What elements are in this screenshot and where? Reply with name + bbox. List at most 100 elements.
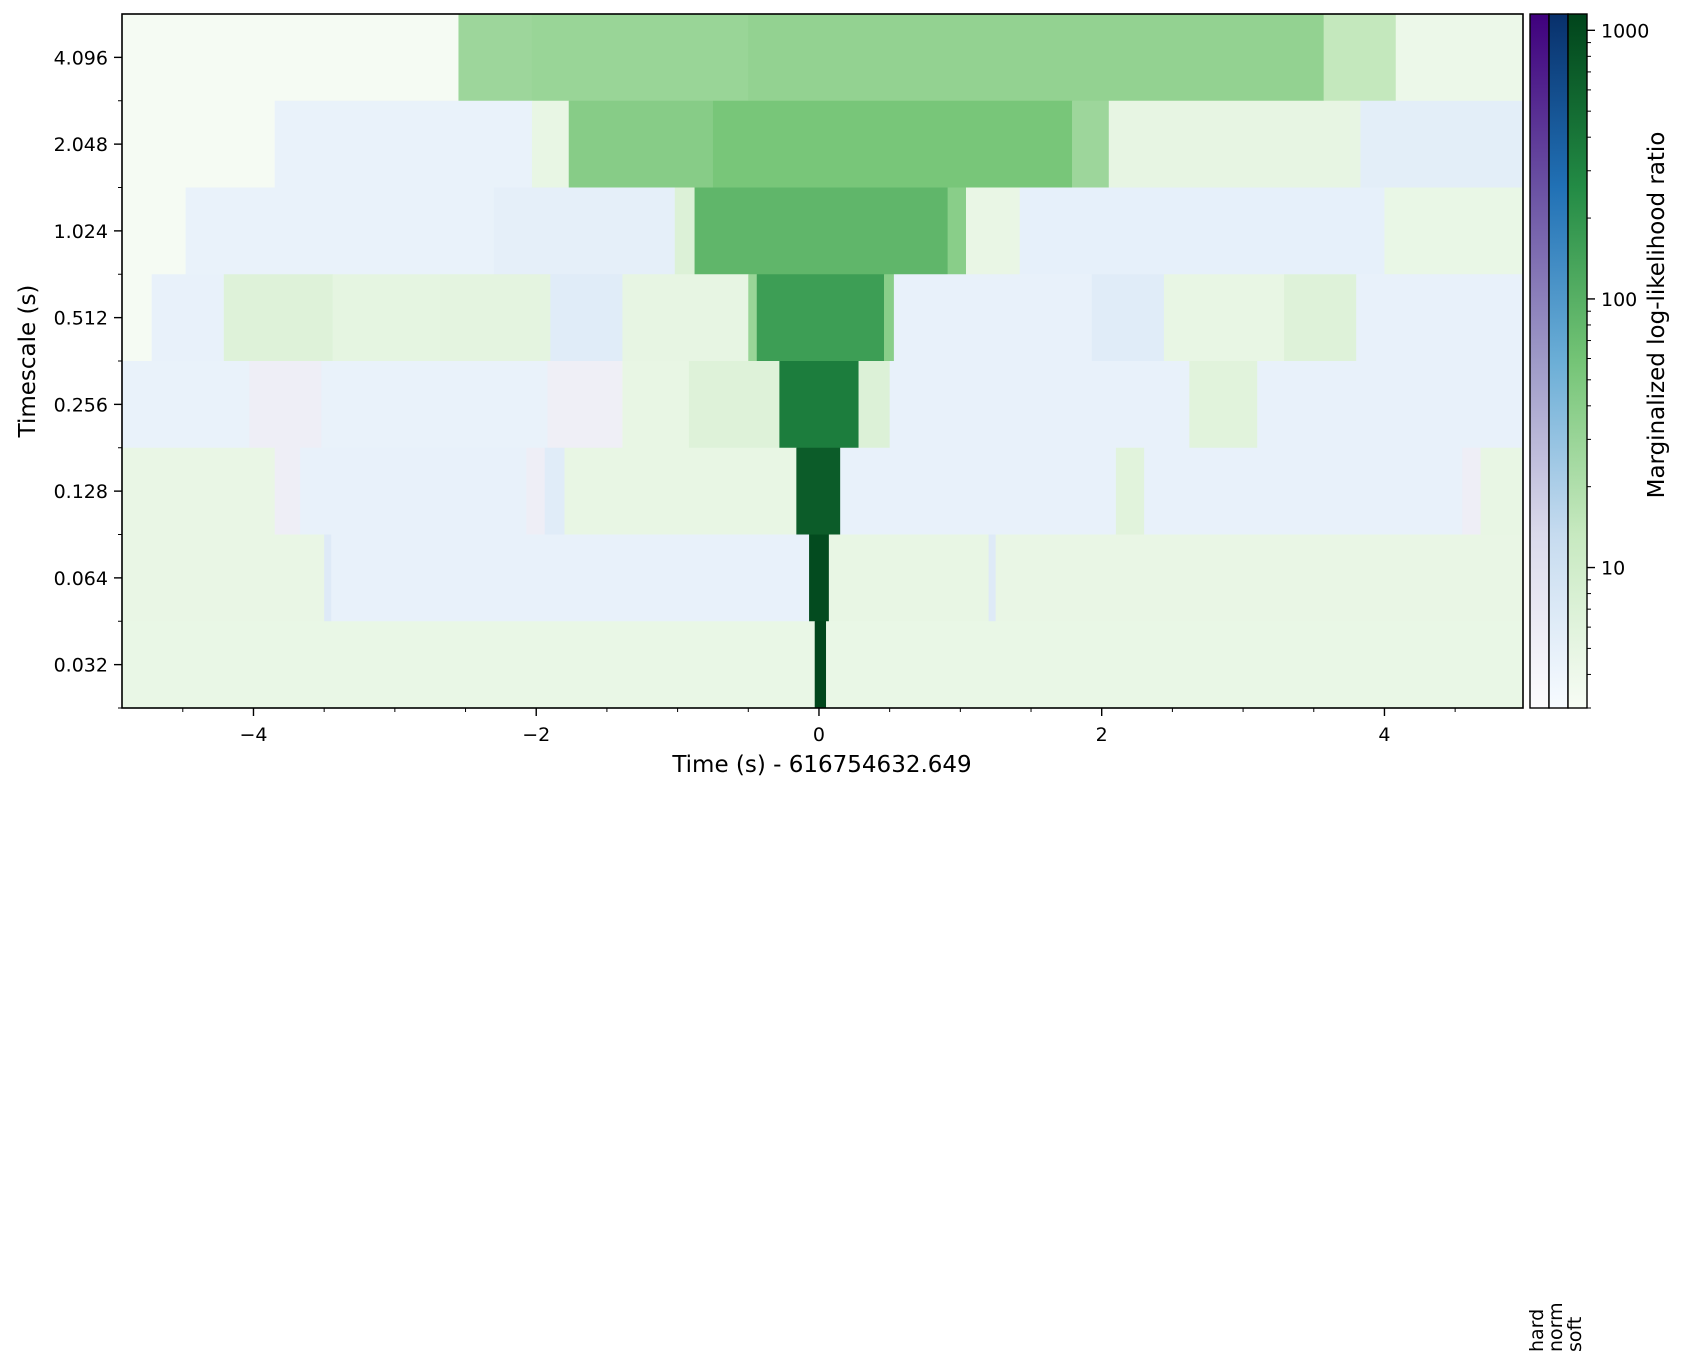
heatmap-cell xyxy=(526,447,546,535)
heatmap-cell xyxy=(1384,187,1524,275)
y-tick-label: 0.064 xyxy=(54,568,108,590)
heatmap-cell xyxy=(1144,447,1463,535)
y-tick-label: 0.512 xyxy=(54,308,108,330)
x-tick-label: −4 xyxy=(239,724,267,746)
heatmap-cell xyxy=(1115,447,1145,535)
colorbar-soft xyxy=(1568,14,1587,708)
heatmap-cell xyxy=(988,534,997,622)
heatmap-cell xyxy=(332,274,441,362)
y-tick-label: 4.096 xyxy=(54,47,108,69)
heatmap-cell xyxy=(249,361,322,449)
heatmap-cell xyxy=(122,187,187,275)
heatmap-cell xyxy=(1108,100,1361,188)
heatmap-cell xyxy=(1284,274,1357,362)
colorbar-tick-label: 1000 xyxy=(1601,20,1649,42)
x-tick-label: −2 xyxy=(522,724,550,746)
heatmap-cell xyxy=(756,274,885,362)
colorbar-norm xyxy=(1549,14,1568,708)
x-tick-label: 0 xyxy=(813,724,825,746)
heatmap-cell xyxy=(122,274,153,362)
heatmap-cell xyxy=(274,447,301,535)
heatmap-cell xyxy=(223,274,334,362)
heatmap-cell xyxy=(965,187,1021,275)
heatmap-cell xyxy=(840,447,1117,535)
heatmap-cell xyxy=(122,361,250,449)
colorbar-label: Marginalized log-likelihood ratio xyxy=(1644,132,1670,499)
colorbar-frame xyxy=(1567,13,1588,709)
heatmap-cell xyxy=(688,361,780,449)
heatmap-cell xyxy=(748,14,1325,102)
colorbars xyxy=(1529,13,1588,709)
heatmap-cell xyxy=(531,14,749,102)
heatmap-cell xyxy=(550,274,623,362)
heatmap-cell xyxy=(814,621,827,709)
heatmap-cell xyxy=(694,187,949,275)
heatmap-cell xyxy=(674,187,695,275)
heatmap-cell xyxy=(1019,187,1385,275)
heatmap-cell xyxy=(748,274,758,362)
y-tick-label: 0.032 xyxy=(54,655,108,677)
heatmap-cell xyxy=(122,447,276,535)
heatmap-cell xyxy=(122,100,276,188)
x-tick-label: 4 xyxy=(1378,724,1390,746)
heatmap-cell xyxy=(122,534,325,622)
y-tick-label: 0.256 xyxy=(54,394,108,416)
heatmap-cell xyxy=(324,534,332,622)
heatmap-cell xyxy=(1395,14,1524,102)
heatmap-cell xyxy=(858,361,891,449)
heatmap-cell xyxy=(622,361,690,449)
heatmap-cell xyxy=(796,447,841,535)
heatmap-cell xyxy=(122,14,459,102)
heatmap-cell xyxy=(531,100,570,188)
y-tick-label: 0.128 xyxy=(54,481,108,503)
x-axis: −4 −2 0 2 4 xyxy=(182,708,1456,746)
heatmap-cell xyxy=(440,274,551,362)
y-axis-label: Timescale (s) xyxy=(15,285,41,439)
colorbar-tick-label: 100 xyxy=(1601,289,1637,311)
spectrum-label-norm: norm xyxy=(1545,1302,1567,1352)
heatmap-cell xyxy=(458,14,533,102)
y-tick-label: 2.048 xyxy=(54,134,108,156)
heatmap-cell xyxy=(547,361,623,449)
heatmap-cell xyxy=(779,361,859,449)
heatmap-cell xyxy=(1163,274,1285,362)
x-axis-label: Time (s) - 616754632.649 xyxy=(671,752,971,778)
heatmap-cell xyxy=(1091,274,1165,362)
heatmap-cell xyxy=(712,100,1073,188)
y-tick-label: 1.024 xyxy=(54,221,108,243)
heatmap-cell xyxy=(151,274,225,362)
heatmap-cell xyxy=(1462,447,1481,535)
heatmap-cell xyxy=(568,100,714,188)
heatmap-cell xyxy=(1356,274,1524,362)
heatmap-cells xyxy=(122,14,1524,709)
heatmap-cell xyxy=(1360,100,1524,188)
heatmap-cell xyxy=(1323,14,1397,102)
y-axis: 0.032 0.064 0.128 0.256 0.512 1.024 2.048 4.096 xyxy=(54,47,122,709)
heatmap-cell xyxy=(1257,361,1524,449)
heatmap-cell xyxy=(185,187,495,275)
heatmap-cell xyxy=(995,534,1524,622)
heatmap-cell xyxy=(300,447,527,535)
heatmap-cell xyxy=(947,187,967,275)
heatmap-cell xyxy=(889,361,1190,449)
colorbar-hard xyxy=(1530,14,1549,708)
heatmap-cell xyxy=(493,187,676,275)
x-tick-label: 2 xyxy=(1096,724,1108,746)
heatmap-cell xyxy=(274,100,533,188)
heatmap-cell xyxy=(828,534,990,622)
spectrum-label-soft: soft xyxy=(1564,1317,1586,1352)
heatmap-cell xyxy=(564,447,797,535)
heatmap-cell xyxy=(826,621,1524,709)
heatmap-cell xyxy=(1480,447,1524,535)
heatmap-cell xyxy=(122,621,816,709)
heatmap-cell xyxy=(321,361,548,449)
spectrum-label-hard: hard xyxy=(1526,1309,1548,1352)
heatmap-cell xyxy=(809,534,830,622)
colorbar-axis: 10 100 1000 xyxy=(1587,20,1649,709)
heatmap-cell xyxy=(893,274,1093,362)
colorbar-tick-label: 10 xyxy=(1601,558,1625,580)
heatmap-cell xyxy=(331,534,810,622)
heatmap-cell xyxy=(544,447,565,535)
